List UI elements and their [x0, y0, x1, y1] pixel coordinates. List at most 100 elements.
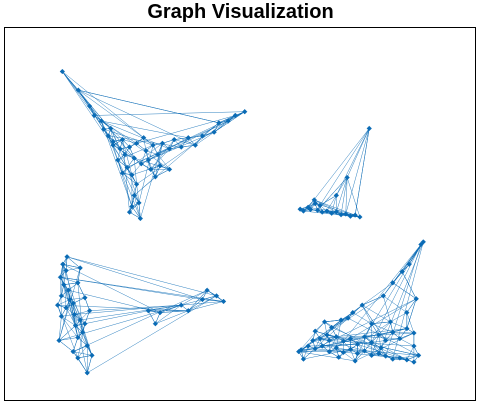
graph-edge — [101, 120, 170, 150]
graph-node — [415, 352, 422, 359]
graph-node — [75, 280, 81, 286]
graph-edge — [57, 299, 70, 306]
graph-node — [354, 350, 361, 357]
graph-node — [140, 135, 147, 141]
network-graph — [54, 68, 426, 376]
graph-edge — [61, 316, 76, 326]
graph-node — [380, 293, 387, 299]
graph-edge — [108, 135, 182, 148]
graph-edge — [94, 111, 245, 116]
graph-node — [75, 355, 81, 361]
graph-edge — [322, 343, 358, 347]
graph-edge — [350, 349, 356, 362]
graph-node — [58, 293, 65, 299]
graph-edge — [122, 139, 133, 176]
graph-node — [312, 200, 318, 207]
graph-edge — [326, 334, 419, 356]
graph-edge — [59, 337, 78, 341]
graph-node — [359, 302, 365, 308]
graph-node — [143, 148, 149, 154]
graph-node — [199, 296, 206, 303]
graph-edge — [138, 202, 141, 219]
graph-node — [333, 209, 340, 215]
graph-node — [399, 268, 405, 275]
graph-node — [300, 356, 307, 362]
graph-node — [157, 309, 163, 316]
graph-node — [98, 118, 105, 124]
graph-node — [166, 166, 173, 173]
graph-node — [220, 298, 227, 305]
graph-edge — [155, 304, 182, 324]
graph-edge — [188, 299, 203, 311]
graph-edge — [131, 163, 142, 176]
graph-node — [192, 142, 199, 148]
graph-edge — [136, 184, 140, 203]
graph-edge — [188, 290, 208, 311]
graph-edge — [345, 128, 370, 215]
graph-edge — [326, 195, 337, 212]
graph-node — [131, 155, 137, 161]
graph-node — [366, 125, 372, 132]
graph-node — [152, 321, 159, 327]
graph-edge — [307, 128, 370, 208]
graph-node — [155, 151, 161, 158]
graph-edge — [65, 270, 88, 373]
graph-node — [411, 343, 417, 349]
graph-node — [213, 293, 220, 299]
graph-node — [340, 349, 347, 356]
graph-edge — [138, 145, 154, 203]
graph-node — [117, 146, 123, 152]
graph-node — [383, 337, 389, 344]
graph-edge — [181, 299, 203, 306]
graph-edge — [78, 89, 219, 124]
graph-edge — [58, 316, 62, 341]
graph-node — [338, 212, 344, 218]
graph-edge — [87, 355, 93, 373]
graph-edge — [127, 111, 245, 168]
graph-edge — [392, 241, 424, 360]
graph-node — [145, 157, 152, 163]
graph-node — [350, 309, 356, 316]
graph-edge — [314, 199, 356, 216]
graph-edge — [324, 321, 393, 360]
graph-edge — [364, 336, 386, 357]
graph-edge — [157, 148, 170, 155]
graph-edge — [361, 305, 372, 324]
node-layer — [54, 68, 426, 376]
graph-edge — [324, 319, 342, 323]
graph-node — [319, 343, 325, 349]
graph-edge — [77, 355, 92, 359]
graph-node — [178, 302, 184, 308]
graph-node — [91, 112, 97, 119]
graph-edge — [141, 150, 147, 164]
graph-node — [115, 157, 121, 163]
graph-edge — [362, 295, 384, 306]
graph-node — [77, 265, 83, 271]
graph-node — [357, 214, 363, 220]
graph-edge — [134, 158, 137, 185]
graph-node — [84, 370, 90, 376]
graph-node — [317, 335, 323, 342]
graph-edge — [319, 128, 370, 206]
graph-node — [59, 68, 66, 75]
graph-edge — [122, 172, 137, 185]
graph-node — [86, 103, 93, 109]
graph-node — [312, 345, 318, 352]
graph-edge — [343, 352, 356, 362]
graph-edge — [117, 144, 154, 161]
graph-node — [352, 212, 358, 218]
graph-edge — [399, 328, 408, 339]
graph-node — [129, 203, 135, 210]
graph-node — [61, 281, 67, 288]
graph-edge — [157, 137, 189, 155]
graph-node — [404, 325, 410, 332]
graph-edge — [58, 340, 74, 352]
graph-edge — [77, 345, 88, 359]
graph-node — [105, 133, 112, 139]
graph-node — [404, 357, 410, 363]
graph-edge — [62, 263, 161, 313]
graph-edge — [117, 159, 123, 174]
graph-edge — [68, 282, 79, 291]
graph-edge — [129, 211, 141, 219]
graph-node — [211, 129, 217, 135]
